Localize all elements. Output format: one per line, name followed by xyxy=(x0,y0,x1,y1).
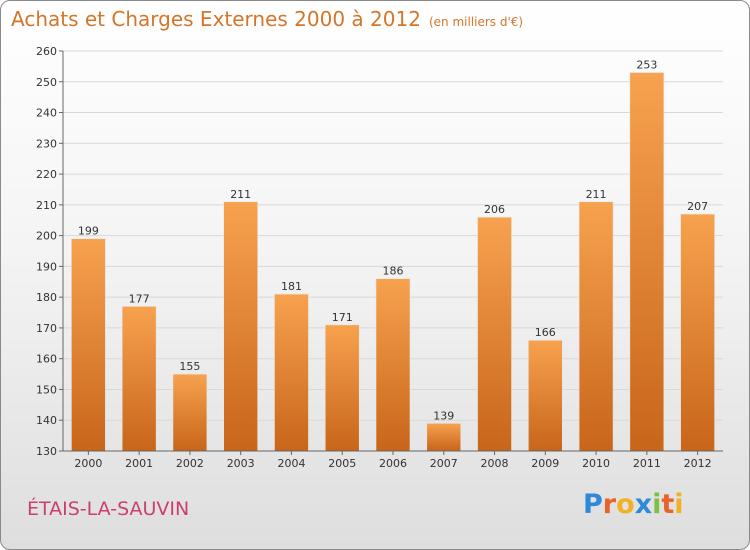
bar-2004 xyxy=(274,293,309,452)
bar-2009 xyxy=(528,339,563,452)
y-tick-label: 210 xyxy=(36,199,57,212)
logo-letter: r xyxy=(602,489,617,520)
bar-2002 xyxy=(172,373,208,452)
y-tick-label: 240 xyxy=(36,107,57,120)
commune-name: ÉTAIS-LA-SAUVIN xyxy=(27,498,190,520)
y-tick-label: 160 xyxy=(36,353,57,366)
value-label-2008: 206 xyxy=(484,203,505,216)
logo-letter: t xyxy=(661,489,675,520)
value-label-2009: 166 xyxy=(535,326,556,339)
bar-2007 xyxy=(426,423,462,452)
bar-2001 xyxy=(121,306,157,452)
value-label-2000: 199 xyxy=(78,225,99,238)
logo-letter: i xyxy=(674,489,684,520)
value-label-2004: 181 xyxy=(281,280,302,293)
value-label-2010: 211 xyxy=(586,188,607,201)
y-tick-label: 170 xyxy=(36,322,57,335)
logo-letter: o xyxy=(616,489,635,520)
value-label-2005: 171 xyxy=(332,311,353,324)
value-label-2011: 253 xyxy=(636,59,657,72)
bar-2003 xyxy=(223,201,258,452)
x-tick-label-2006: 2006 xyxy=(379,457,407,470)
y-tick-label: 260 xyxy=(36,45,57,58)
chart-subtitle: (en milliers d'€) xyxy=(428,15,524,29)
logo-letter: i xyxy=(652,489,662,520)
y-tick-label: 250 xyxy=(36,76,57,89)
value-labels: 199 177 155 211 181 171 186 139 206 166 211 253 207 xyxy=(78,59,708,423)
bar-2010 xyxy=(578,201,614,452)
y-tick-label: 130 xyxy=(36,445,57,458)
y-tick-label: 230 xyxy=(36,137,57,150)
value-label-2012: 207 xyxy=(687,200,708,213)
x-tick-label-2004: 2004 xyxy=(277,457,305,470)
y-tick-label: 220 xyxy=(36,168,57,181)
logo-letter: x xyxy=(634,489,653,520)
y-tick-label: 200 xyxy=(36,230,57,243)
x-tick-label-2010: 2010 xyxy=(582,457,610,470)
bar-2006 xyxy=(375,278,411,452)
y-tick-label: 180 xyxy=(36,291,57,304)
value-label-2001: 177 xyxy=(129,292,150,305)
bar-2012 xyxy=(680,213,715,452)
x-tick-label-2009: 2009 xyxy=(531,457,559,470)
bar-2005 xyxy=(324,324,360,452)
y-tick-label: 190 xyxy=(36,260,57,273)
chart-title-text: Achats et Charges Externes 2000 à 2012 xyxy=(11,7,421,31)
x-tick-label-2005: 2005 xyxy=(328,457,356,470)
value-label-2002: 155 xyxy=(179,360,200,373)
value-label-2007: 139 xyxy=(433,409,454,422)
y-tick-label: 150 xyxy=(36,383,57,396)
y-tick-label: 140 xyxy=(36,414,57,427)
x-tick-label-2008: 2008 xyxy=(481,457,509,470)
chart-title: Achats et Charges Externes 2000 à 2012 (e… xyxy=(11,7,523,31)
x-tick-label-2001: 2001 xyxy=(125,457,153,470)
bar-2008 xyxy=(477,216,512,452)
x-tick-label-2007: 2007 xyxy=(430,457,458,470)
bar-2000 xyxy=(71,238,106,452)
x-tick-label-2002: 2002 xyxy=(176,457,204,470)
proxiti-logo[interactable]: Proxiti xyxy=(583,489,684,520)
bars xyxy=(71,72,715,452)
x-tick-label-2000: 2000 xyxy=(74,457,102,470)
x-tick-label-2011: 2011 xyxy=(633,457,661,470)
x-tick-labels: 2000 2001 2002 2003 2004 2005 2006 2007 2008 2009… xyxy=(74,451,712,470)
bar-2011 xyxy=(629,72,665,452)
value-label-2006: 186 xyxy=(383,265,404,278)
x-tick-label-2003: 2003 xyxy=(227,457,255,470)
x-tick-label-2012: 2012 xyxy=(684,457,712,470)
value-label-2003: 211 xyxy=(230,188,251,201)
y-tick-labels: 130 140 150 160 170 180 190 200 210 220 230 240 250 2… xyxy=(36,45,57,458)
logo-letter: P xyxy=(583,489,603,520)
